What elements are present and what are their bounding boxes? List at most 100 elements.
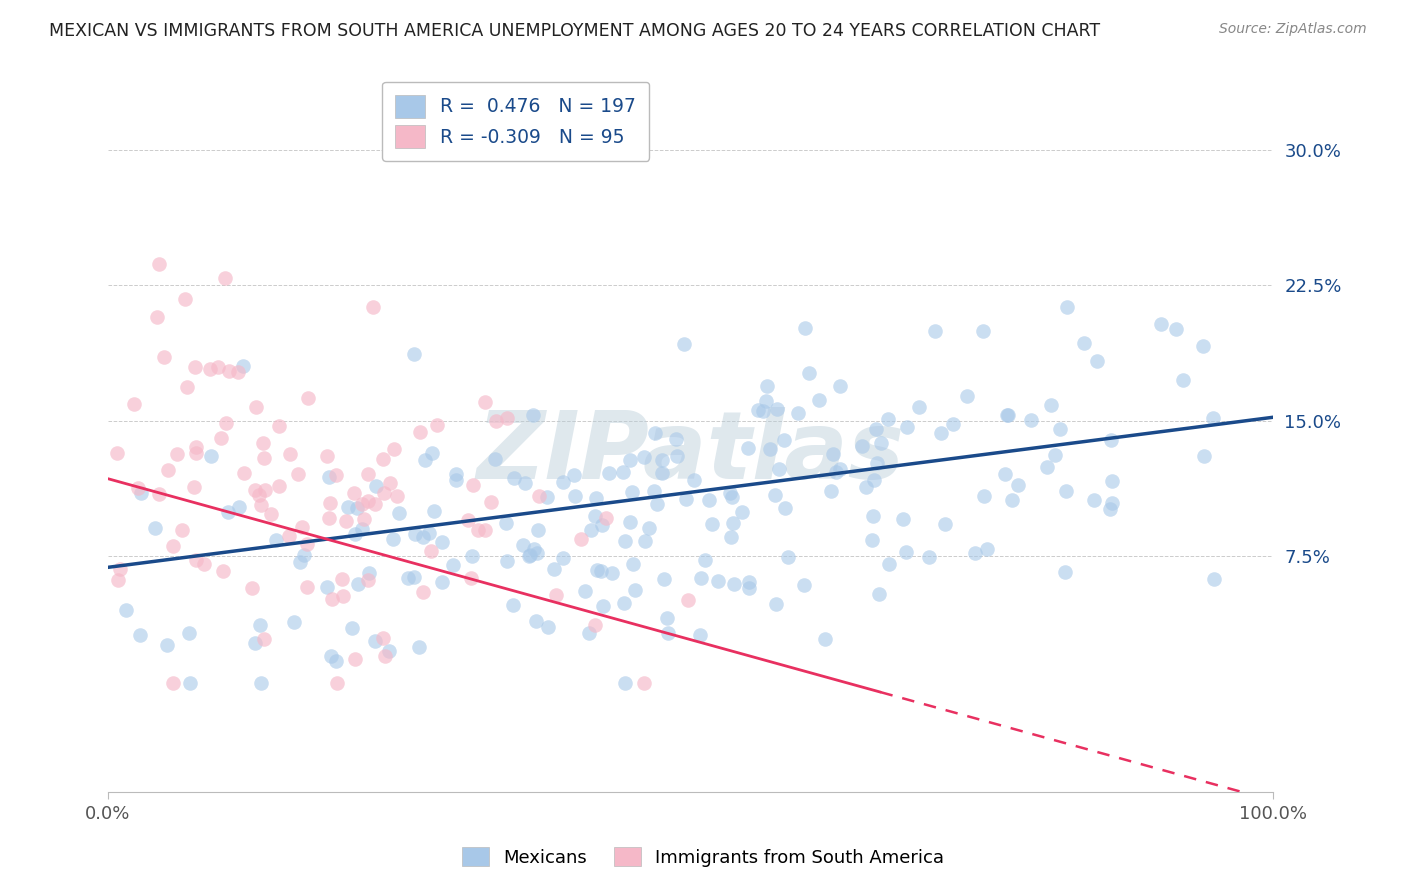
Point: [412, 585, 434, 599]
Point: [1164, 322, 1187, 336]
Point: [374, 648, 396, 663]
Point: [479, 495, 502, 509]
Point: [295, 580, 318, 594]
Point: [825, 465, 848, 479]
Point: [1001, 492, 1024, 507]
Point: [319, 648, 342, 663]
Point: [512, 538, 534, 552]
Point: [1099, 433, 1122, 447]
Point: [184, 360, 207, 375]
Point: [527, 489, 550, 503]
Point: [823, 447, 845, 461]
Point: [346, 500, 368, 515]
Point: [644, 426, 666, 441]
Point: [1007, 477, 1029, 491]
Text: ZIPatlas: ZIPatlas: [477, 407, 904, 499]
Point: [562, 468, 585, 483]
Point: [143, 521, 166, 535]
Point: [776, 550, 799, 565]
Point: [166, 447, 188, 461]
Point: [527, 523, 550, 537]
Point: [1173, 373, 1195, 387]
Point: [356, 573, 378, 587]
Point: [461, 478, 484, 492]
Point: [183, 479, 205, 493]
Point: [955, 389, 977, 403]
Point: [675, 492, 697, 507]
Point: [325, 467, 347, 482]
Point: [337, 500, 360, 515]
Point: [364, 479, 387, 493]
Point: [247, 488, 270, 502]
Point: [766, 402, 789, 417]
Point: [855, 480, 877, 494]
Point: [461, 549, 484, 564]
Point: [385, 489, 408, 503]
Point: [356, 467, 378, 482]
Point: [591, 518, 613, 533]
Point: [523, 541, 546, 556]
Point: [564, 489, 586, 503]
Point: [813, 632, 835, 647]
Point: [868, 587, 890, 601]
Point: [128, 628, 150, 642]
Point: [253, 450, 276, 465]
Point: [723, 577, 745, 591]
Point: [637, 521, 659, 535]
Point: [384, 442, 406, 456]
Point: [592, 599, 614, 613]
Point: [613, 596, 636, 610]
Point: [877, 558, 900, 572]
Point: [467, 523, 489, 537]
Point: [418, 526, 440, 541]
Point: [1202, 572, 1225, 586]
Point: [524, 614, 547, 628]
Point: [186, 446, 208, 460]
Point: [860, 533, 883, 547]
Point: [430, 535, 453, 549]
Point: [340, 621, 363, 635]
Point: [869, 436, 891, 450]
Point: [291, 520, 314, 534]
Point: [976, 541, 998, 556]
Point: [652, 572, 675, 586]
Point: [114, 603, 136, 617]
Point: [396, 571, 419, 585]
Point: [232, 359, 254, 373]
Point: [700, 517, 723, 532]
Point: [252, 436, 274, 450]
Point: [162, 539, 184, 553]
Point: [697, 492, 720, 507]
Point: [866, 456, 889, 470]
Point: [807, 392, 830, 407]
Point: [755, 394, 778, 409]
Point: [495, 516, 517, 530]
Point: [260, 507, 283, 521]
Point: [585, 491, 607, 505]
Point: [249, 676, 271, 690]
Point: [228, 365, 250, 379]
Point: [546, 588, 568, 602]
Legend: Mexicans, Immigrants from South America: Mexicans, Immigrants from South America: [454, 840, 952, 874]
Point: [267, 418, 290, 433]
Point: [1043, 448, 1066, 462]
Point: [553, 550, 575, 565]
Point: [344, 526, 367, 541]
Point: [651, 467, 673, 481]
Point: [174, 292, 197, 306]
Point: [752, 403, 775, 417]
Point: [502, 598, 524, 612]
Point: [240, 581, 263, 595]
Point: [574, 584, 596, 599]
Point: [423, 504, 446, 518]
Point: [522, 408, 544, 422]
Point: [1056, 301, 1078, 315]
Point: [373, 486, 395, 500]
Point: [1192, 449, 1215, 463]
Point: [371, 452, 394, 467]
Point: [586, 563, 609, 577]
Point: [278, 447, 301, 461]
Point: [718, 486, 741, 500]
Point: [217, 506, 239, 520]
Point: [972, 324, 994, 338]
